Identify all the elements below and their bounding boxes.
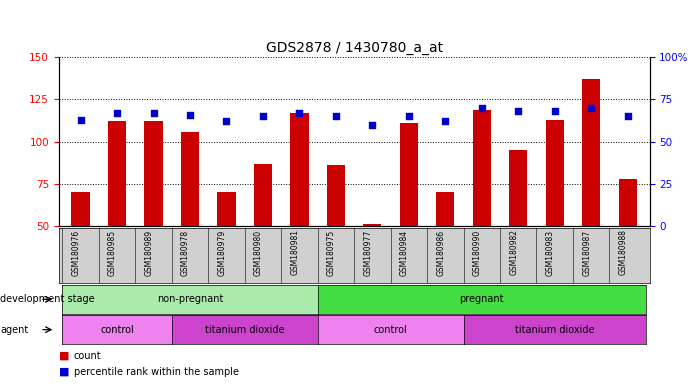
Bar (618, 179, 637, 226)
Bar (254, 164, 272, 226)
Text: development stage: development stage (0, 294, 95, 305)
Text: pregnant: pregnant (460, 294, 504, 305)
Point (439, 118, 451, 124)
Point (513, 108, 524, 114)
Bar (473, 109, 491, 226)
Title: GDS2878 / 1430780_a_at: GDS2878 / 1430780_a_at (265, 41, 443, 55)
Text: GSM180977: GSM180977 (363, 229, 372, 276)
Text: GSM180979: GSM180979 (218, 229, 227, 276)
Text: GSM180987: GSM180987 (583, 229, 591, 275)
Bar (290, 113, 309, 226)
Point (148, 110, 159, 116)
Text: GSM180982: GSM180982 (509, 229, 518, 275)
Point (549, 108, 560, 114)
Text: GSM180985: GSM180985 (108, 229, 117, 275)
Text: count: count (74, 351, 102, 361)
Bar (218, 192, 236, 226)
Text: GSM180989: GSM180989 (144, 229, 153, 275)
Bar (363, 225, 381, 226)
Text: GSM180990: GSM180990 (473, 229, 482, 276)
Point (75, 117, 86, 123)
Text: GSM180984: GSM180984 (400, 229, 409, 275)
Bar (582, 79, 600, 226)
Point (622, 113, 633, 119)
Bar (546, 120, 564, 226)
Point (184, 112, 196, 118)
Point (476, 105, 487, 111)
Text: titanium dioxide: titanium dioxide (205, 324, 285, 335)
Text: percentile rank within the sample: percentile rank within the sample (74, 366, 239, 377)
Bar (509, 150, 527, 226)
Bar (436, 192, 455, 226)
Point (258, 113, 269, 119)
Bar (327, 166, 345, 226)
Text: ■: ■ (59, 366, 69, 377)
Point (367, 122, 378, 128)
Bar (71, 192, 90, 226)
Text: GSM180975: GSM180975 (327, 229, 336, 276)
Point (294, 110, 305, 116)
Text: ■: ■ (59, 351, 69, 361)
Point (111, 110, 122, 116)
Text: control: control (100, 324, 134, 335)
Text: agent: agent (0, 324, 28, 335)
Text: GSM180983: GSM180983 (546, 229, 555, 275)
Point (586, 105, 597, 111)
Bar (181, 132, 199, 226)
Text: GSM180980: GSM180980 (254, 229, 263, 275)
Text: GSM180978: GSM180978 (181, 229, 190, 275)
Bar (144, 121, 162, 226)
Text: GSM180981: GSM180981 (290, 229, 299, 275)
Bar (399, 123, 418, 226)
Bar (108, 121, 126, 226)
Text: GSM180986: GSM180986 (436, 229, 445, 275)
Text: GSM180976: GSM180976 (72, 229, 81, 276)
Text: GSM180988: GSM180988 (618, 229, 627, 275)
Text: titanium dioxide: titanium dioxide (515, 324, 594, 335)
Text: non-pregnant: non-pregnant (157, 294, 223, 305)
Text: control: control (374, 324, 408, 335)
Point (221, 118, 232, 124)
Point (330, 113, 341, 119)
Point (404, 113, 415, 119)
